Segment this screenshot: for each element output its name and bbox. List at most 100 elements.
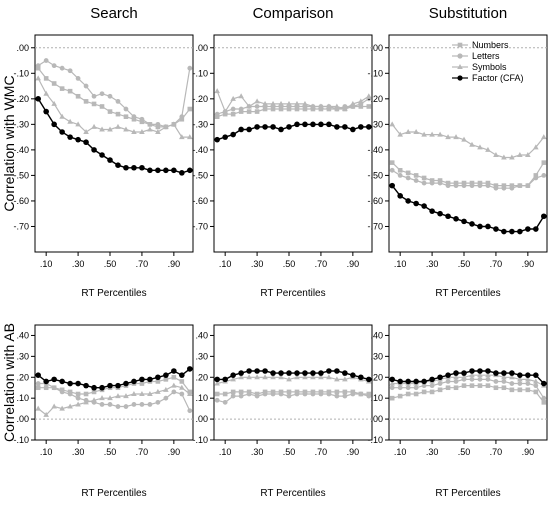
panel-ab-search-factor-cfa-point (67, 380, 73, 387)
panel-ab-substitution-symbols-point (389, 380, 395, 386)
panel-ab-search-factor-cfa-point (59, 378, 65, 385)
panel-wmc-comparison-numbers-point (358, 104, 364, 109)
panel-wmc-search-numbers-point (99, 104, 105, 109)
panel-ab-comparison-x-tick-label: .90 (347, 447, 360, 457)
panel-wmc-substitution-factor-cfa-point (493, 226, 499, 232)
panel-wmc-substitution-factor-cfa-point (453, 216, 459, 222)
panel-ab-substitution-symbols-point (533, 378, 539, 384)
panel-ab-substitution-factor-cfa-point (437, 374, 443, 381)
panel-ab-comparison-numbers-point (270, 389, 276, 395)
panel-wmc-search-numbers-point (179, 116, 185, 122)
panel-ab-search-x-axis-label: RT Percentiles (81, 488, 146, 499)
panel-ab-substitution-factor-cfa-point (525, 372, 531, 378)
panel-wmc-search-symbols-point (99, 126, 105, 132)
panel-ab-substitution-numbers-point (501, 385, 507, 391)
panel-wmc-substitution-letters-point (413, 178, 419, 183)
panel-ab-comparison-factor-cfa-point (294, 370, 300, 376)
panel-ab-substitution-factor-cfa-point (509, 370, 515, 376)
panel-wmc-search-numbers-point (67, 88, 73, 94)
panel-wmc-comparison-numbers-point (230, 111, 236, 117)
panel-wmc-substitution-factor-cfa-point (469, 221, 475, 227)
panel-wmc-substitution-symbols-point (397, 131, 403, 137)
panel-wmc-substitution-numbers-point (389, 160, 395, 165)
panel-ab-substitution-numbers-point (413, 391, 419, 397)
panel-wmc-comparison-factor-cfa-point (246, 126, 252, 133)
panel-wmc-search-numbers-point (155, 124, 161, 130)
panel-wmc-substitution-numbers-point (453, 180, 459, 186)
panel-ab-search-factor-cfa-point (99, 384, 105, 391)
panel-ab-comparison-factor-cfa-point (358, 374, 364, 381)
panel-wmc-comparison-numbers-point (326, 106, 332, 112)
panel-ab-comparison-factor-cfa-point (270, 370, 276, 376)
panel-ab-substitution-factor-cfa-point (453, 370, 459, 376)
panel-ab-search-factor-cfa-point (83, 382, 89, 389)
panel-wmc-search-numbers-point (59, 86, 65, 91)
panel-wmc-substitution-x-tick-label: .70 (490, 259, 503, 269)
panel-ab-comparison-numbers-point (262, 389, 268, 395)
panel-wmc-comparison-factor-cfa-point (294, 121, 300, 128)
panel-ab-search-symbols-point (75, 401, 81, 407)
panel-ab-substitution-letters-point (389, 385, 395, 391)
panel-wmc-substitution-letters-point (389, 167, 395, 173)
panel-wmc-search-symbols-point (187, 134, 193, 140)
panel-wmc-search-factor-cfa-point (99, 152, 105, 158)
legend-symbols-label: Symbols (472, 62, 507, 72)
panel-wmc-substitution-factor-cfa-point (533, 226, 539, 232)
panel-ab-search-x-tick-label: .50 (104, 447, 117, 457)
panel-wmc-search-symbols-point (179, 134, 185, 140)
panel-wmc-substitution-letters-point (397, 173, 403, 178)
panel-wmc-search-symbols-point (155, 129, 161, 135)
panel-wmc-search-numbers-point (187, 106, 193, 112)
panel-wmc-comparison-numbers-point (350, 104, 356, 109)
panel-wmc-comparison-symbols-point (230, 95, 236, 101)
panel-wmc-substitution-symbols-point (421, 131, 427, 137)
panel-ab-comparison-symbols-point (318, 374, 324, 380)
panel-wmc-substitution-factor-cfa-point (421, 203, 427, 209)
panel-wmc-comparison-numbers-point (254, 109, 260, 114)
panel-wmc-search-factor-cfa-point (83, 139, 89, 146)
panel-ab-search-factor-cfa-point (91, 384, 97, 391)
panel-ab-substitution-letters-point (541, 395, 547, 401)
panel-ab-search-symbols-point (163, 386, 169, 392)
panel-wmc-search-numbers-point (163, 124, 169, 130)
panel-ab-comparison-factor-cfa-point (246, 368, 252, 374)
panel-ab-search-symbols-point (67, 403, 73, 409)
panel-wmc-comparison-factor-cfa-point (238, 126, 244, 133)
panel-ab-substitution-letters-point (525, 381, 531, 386)
panel-ab-search-factor-cfa-point (155, 374, 161, 381)
panel-ab-substitution-letters-point (405, 385, 411, 391)
panel-ab-search-factor-cfa-point (171, 368, 177, 374)
panel-wmc-substitution-x-tick-label: .10 (394, 259, 407, 269)
panel-wmc-search-letters-point (107, 93, 113, 99)
panel-ab-comparison-letters-point (342, 393, 348, 399)
panel-wmc-search-numbers-point (123, 114, 129, 119)
panel-wmc-substitution-numbers-point (509, 183, 515, 188)
panel-wmc-comparison-numbers-point (270, 106, 276, 112)
panel-ab-substitution-factor-cfa-point (501, 370, 507, 376)
panel-ab-search-numbers-point (67, 389, 73, 395)
panel-ab-search-numbers-point (83, 391, 89, 397)
panel-wmc-substitution-symbols-point (525, 151, 531, 157)
panel-wmc-search-symbols-point (107, 126, 113, 132)
panel-wmc-comparison-factor-cfa-point (302, 121, 308, 128)
panel-wmc-search-symbols-point (43, 90, 49, 96)
panel-ab-comparison-y-tick-label: .20 (195, 372, 208, 382)
panel-ab-search-symbols-point (179, 384, 185, 390)
panel-wmc-search-numbers-point (91, 101, 97, 107)
panel-ab-search-factor-cfa-point (35, 372, 41, 378)
panel-wmc-substitution-letters-point (541, 173, 547, 178)
panel-wmc-search-factor-cfa-point (35, 96, 41, 102)
panel-ab-substitution-symbols-point (517, 376, 523, 382)
panel-wmc-substitution-numbers-point (405, 170, 411, 176)
panel-wmc-search-factor-cfa-point (115, 162, 121, 168)
legend-letters-marker (457, 53, 463, 59)
panel-ab-comparison-x-axis-label: RT Percentiles (260, 488, 325, 499)
panel-ab-search-numbers-point (91, 389, 97, 395)
panel-wmc-substitution-symbols-point (501, 154, 507, 160)
panel-ab-substitution-numbers-point (477, 383, 483, 388)
panel-ab-substitution-letters-point (397, 385, 403, 391)
panel-ab-substitution-numbers-point (517, 387, 523, 393)
panel-ab-substitution-letters-point (453, 379, 459, 384)
panel-ab-substitution-factor-cfa-point (405, 378, 411, 385)
panel-ab-substitution-x-tick-label: .90 (522, 447, 535, 457)
